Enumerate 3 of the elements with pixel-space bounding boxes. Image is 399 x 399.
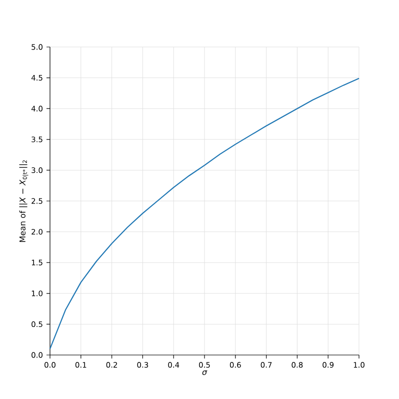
y-axis-title: Mean of ||X − X$_{0|t*}$||$_{2}$ bbox=[19, 160, 28, 242]
x-axis-title: σ bbox=[202, 370, 208, 376]
line-series bbox=[49, 78, 360, 350]
